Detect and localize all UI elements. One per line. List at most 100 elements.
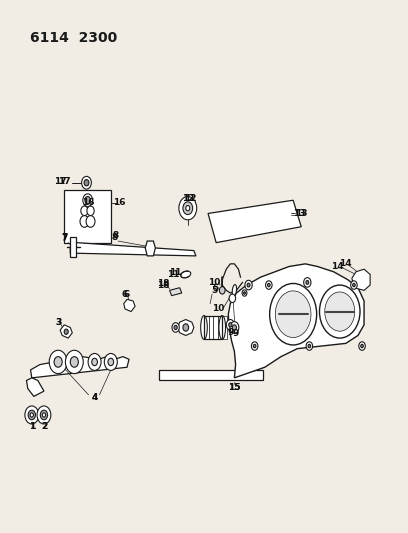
Text: 11: 11 — [169, 268, 182, 277]
Bar — [222, 316, 227, 340]
Circle shape — [270, 284, 317, 345]
Circle shape — [306, 280, 309, 284]
Text: 9: 9 — [227, 328, 233, 337]
Bar — [208, 316, 213, 340]
Circle shape — [64, 329, 68, 334]
Text: 1: 1 — [29, 422, 35, 431]
Circle shape — [108, 358, 114, 366]
Polygon shape — [208, 200, 301, 243]
Circle shape — [54, 357, 62, 367]
Circle shape — [92, 358, 98, 366]
Circle shape — [308, 344, 310, 348]
Circle shape — [220, 287, 225, 294]
Circle shape — [325, 292, 355, 331]
Circle shape — [179, 197, 197, 220]
Bar — [213, 316, 218, 340]
Circle shape — [80, 216, 89, 227]
Text: 9: 9 — [232, 329, 238, 338]
Text: 13: 13 — [295, 209, 308, 218]
Circle shape — [172, 322, 179, 332]
Circle shape — [359, 342, 365, 350]
Circle shape — [85, 197, 91, 204]
Text: 10: 10 — [208, 278, 220, 287]
Circle shape — [87, 206, 94, 216]
Polygon shape — [352, 269, 370, 290]
Circle shape — [306, 342, 313, 350]
Circle shape — [253, 344, 256, 348]
Circle shape — [37, 406, 51, 424]
Text: 6114  2300: 6114 2300 — [30, 30, 117, 45]
Circle shape — [65, 350, 83, 374]
Circle shape — [104, 353, 117, 370]
Circle shape — [84, 180, 89, 186]
Polygon shape — [70, 237, 76, 257]
Text: 4: 4 — [91, 393, 98, 402]
Circle shape — [49, 350, 67, 374]
Circle shape — [268, 284, 270, 287]
Text: 5: 5 — [211, 286, 217, 295]
Text: 14: 14 — [331, 262, 344, 271]
Text: 3: 3 — [56, 318, 62, 327]
Text: 1: 1 — [29, 422, 35, 431]
Circle shape — [229, 322, 232, 327]
Bar — [204, 316, 208, 340]
Text: 3: 3 — [55, 318, 61, 327]
Circle shape — [81, 206, 88, 216]
Circle shape — [319, 285, 360, 338]
Text: 14: 14 — [339, 260, 352, 268]
Circle shape — [242, 290, 247, 296]
Text: 8: 8 — [113, 231, 119, 240]
Circle shape — [70, 357, 78, 367]
Polygon shape — [124, 300, 135, 312]
Polygon shape — [170, 288, 182, 296]
Circle shape — [351, 281, 357, 289]
Circle shape — [247, 283, 250, 287]
Text: 18: 18 — [157, 279, 170, 288]
Text: 12: 12 — [184, 194, 196, 203]
Circle shape — [83, 194, 93, 207]
Circle shape — [244, 292, 246, 294]
Circle shape — [245, 280, 252, 290]
Polygon shape — [228, 264, 364, 378]
Text: 4: 4 — [91, 393, 98, 402]
Polygon shape — [160, 370, 263, 381]
Circle shape — [233, 325, 236, 330]
Circle shape — [28, 410, 35, 419]
Text: 8: 8 — [112, 233, 118, 242]
Ellipse shape — [219, 316, 226, 340]
Text: 13: 13 — [293, 209, 306, 218]
Text: 17: 17 — [58, 177, 71, 186]
Circle shape — [25, 406, 39, 424]
Bar — [64, 190, 111, 243]
Circle shape — [40, 410, 48, 419]
Text: 5: 5 — [212, 284, 218, 293]
Circle shape — [186, 206, 190, 211]
Circle shape — [266, 281, 272, 289]
Polygon shape — [70, 243, 196, 256]
Circle shape — [353, 284, 355, 287]
Polygon shape — [145, 241, 155, 256]
Polygon shape — [177, 319, 194, 335]
Text: 12: 12 — [182, 194, 194, 203]
Text: 6: 6 — [122, 289, 128, 298]
Text: 2: 2 — [41, 422, 47, 431]
Text: 15: 15 — [228, 383, 241, 392]
Circle shape — [183, 324, 188, 331]
Bar — [218, 316, 222, 340]
Text: 11: 11 — [167, 270, 180, 279]
Circle shape — [82, 176, 91, 189]
Ellipse shape — [181, 271, 191, 278]
Text: 16: 16 — [113, 198, 125, 207]
Circle shape — [226, 319, 234, 330]
Circle shape — [174, 325, 177, 329]
Text: 17: 17 — [54, 177, 67, 186]
Circle shape — [251, 342, 258, 350]
Text: 18: 18 — [157, 280, 170, 289]
Text: 7: 7 — [61, 233, 67, 242]
Text: 6: 6 — [123, 289, 129, 298]
Circle shape — [230, 321, 239, 333]
Text: 7: 7 — [61, 235, 67, 244]
Circle shape — [275, 291, 311, 337]
Circle shape — [183, 202, 193, 215]
Text: 15: 15 — [228, 383, 241, 392]
